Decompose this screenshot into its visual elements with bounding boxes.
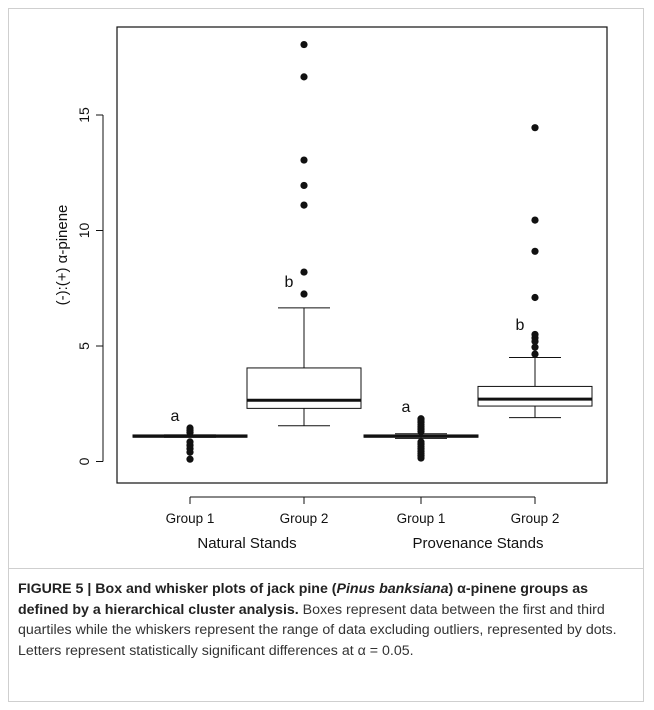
outlier-point: [417, 438, 425, 446]
x-axis: Group 1 Group 2 Group 1 Group 2: [166, 496, 560, 526]
box-body: [477, 385, 593, 407]
y-tick-label: 15: [76, 107, 92, 123]
x-tick-label: Group 2: [280, 511, 329, 526]
outlier-point: [531, 216, 539, 224]
box-3: a: [363, 399, 479, 462]
caption-divider: [8, 568, 644, 569]
caption-bold-tail: ) α-pinene groups as defined by a hierar…: [18, 581, 589, 618]
y-axis-label: (-):(+) α-pinene: [54, 205, 71, 306]
x-tick-label: Group 2: [511, 511, 560, 526]
outlier-point: [531, 343, 539, 351]
caption-figure-label: FIGURE 5 | Box and whisker plots of jack…: [18, 581, 337, 597]
box-4: b: [477, 124, 593, 419]
outlier-point: [300, 290, 308, 298]
significance-letter: b: [285, 274, 294, 291]
significance-letter: a: [402, 399, 411, 416]
outlier-point: [186, 424, 194, 432]
outlier-point: [531, 293, 539, 302]
box-1: a: [132, 408, 248, 463]
outlier-point: [300, 73, 308, 81]
figure-caption: FIGURE 5 | Box and whisker plots of jack…: [18, 579, 638, 661]
outlier-point: [300, 201, 308, 209]
outlier-point: [186, 438, 194, 446]
outlier-point: [531, 124, 539, 132]
y-tick-label: 5: [76, 342, 92, 350]
boxes-layer: a b a b: [132, 40, 593, 463]
significance-letter: b: [516, 317, 525, 334]
group-label-natural-stands: Natural Stands: [197, 535, 296, 552]
group-label-provenance-stands: Provenance Stands: [413, 535, 544, 552]
box-2: b: [246, 40, 362, 427]
outlier-point: [531, 350, 539, 358]
outlier-point: [417, 415, 425, 423]
x-tick-label: Group 1: [397, 511, 446, 526]
y-axis: 0 5 10 15: [76, 107, 104, 465]
outlier-point: [300, 40, 308, 49]
outlier-point: [531, 247, 539, 255]
y-tick-label: 0: [76, 457, 92, 465]
outlier-point: [531, 330, 539, 339]
outlier-point: [300, 156, 308, 164]
caption-body: Boxes represent data between the first a…: [18, 601, 617, 659]
outlier-point: [186, 455, 194, 463]
y-tick-label: 10: [76, 223, 92, 239]
caption-species: Pinus banksiana: [336, 581, 449, 597]
significance-letter: a: [171, 408, 180, 425]
outlier-point: [300, 268, 308, 276]
x-tick-label: Group 1: [166, 511, 215, 526]
box-body: [246, 367, 362, 409]
plot-area-border: [116, 26, 608, 484]
figure-frame: [8, 8, 644, 702]
outlier-point: [300, 181, 308, 190]
